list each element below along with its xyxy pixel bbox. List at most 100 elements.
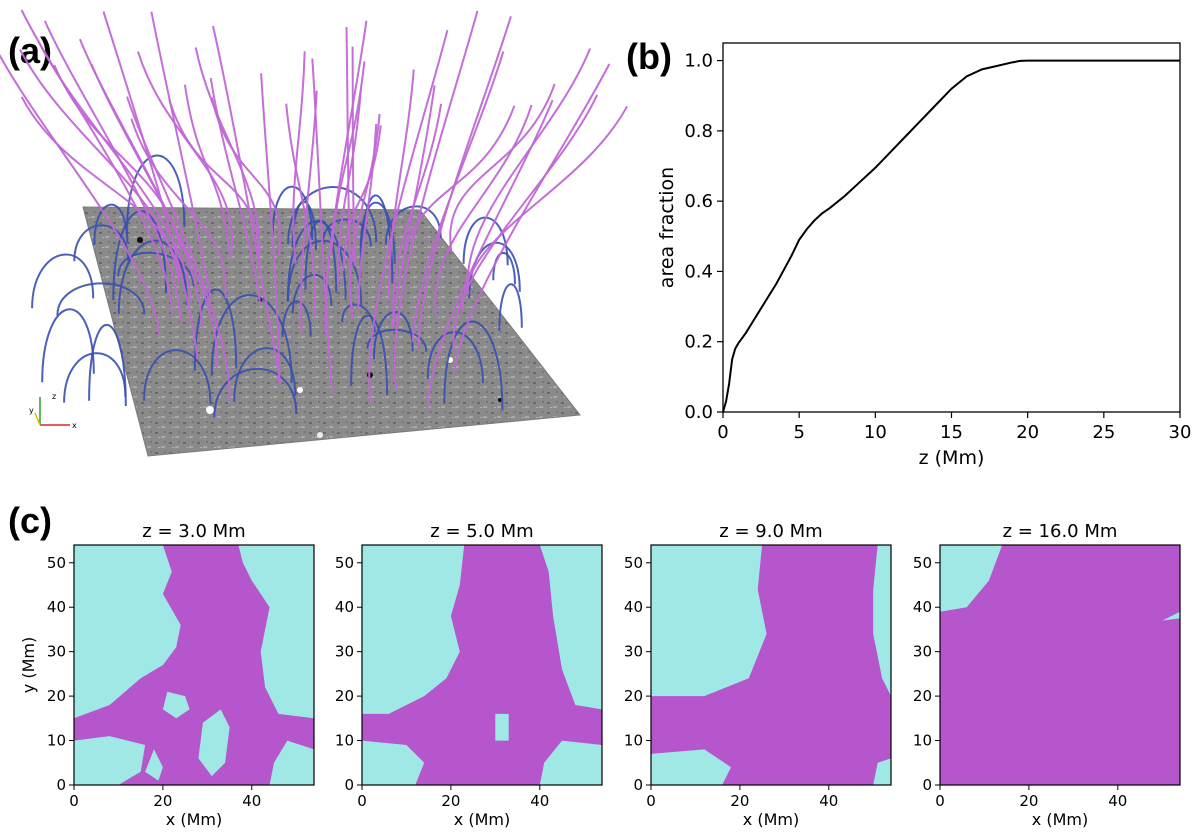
map-ytick-label: 40 xyxy=(913,598,932,616)
open-field-line xyxy=(393,10,479,390)
open-field-line xyxy=(452,94,599,350)
closed-region xyxy=(362,545,465,714)
closed-field-line xyxy=(350,314,389,396)
closed-field-line xyxy=(73,224,130,262)
open-field-line xyxy=(311,58,334,395)
photosphere-plane xyxy=(82,206,581,457)
map-ytick-label: 10 xyxy=(335,732,354,750)
map-xlabel: x (Mm) xyxy=(1032,810,1088,829)
open-field-line xyxy=(401,105,516,264)
map-title: z = 3.0 Mm xyxy=(142,521,245,542)
map-ytick-label: 0 xyxy=(922,776,932,794)
closed-field-line xyxy=(193,288,238,371)
closed-field-line xyxy=(88,323,127,407)
closed-field-line xyxy=(125,154,186,235)
map-xtick-label: 40 xyxy=(1108,792,1127,810)
map-xtick-label: 0 xyxy=(69,792,79,810)
map-xtick-label: 40 xyxy=(819,792,838,810)
map-xlabel: x (Mm) xyxy=(166,810,222,829)
open-field-line xyxy=(336,89,362,285)
map-ytick-label: 20 xyxy=(624,687,643,705)
map-ytick-label: 50 xyxy=(335,554,354,572)
open-field-line xyxy=(90,64,218,367)
map-panel-3: z = 9.0 Mm 0 20 40 0 10 20 30 40 50 x (Mm) xyxy=(624,521,892,829)
open-field-line xyxy=(183,84,230,251)
closed-field-line xyxy=(291,274,333,314)
map-title: z = 16.0 Mm xyxy=(1003,521,1118,542)
open-field-line xyxy=(20,9,173,314)
map-ytick-label: 30 xyxy=(624,643,643,661)
b-ytick-label: 0.4 xyxy=(684,261,713,282)
map-panel-1: z = 3.0 Mm 0 20 40 0 10 20 30 40 50 x (Mm) y (Mm) xyxy=(19,521,315,829)
map-ytick-label: 20 xyxy=(47,687,66,705)
map-ytick-label: 40 xyxy=(624,598,643,616)
map-ytick-label: 40 xyxy=(47,598,66,616)
b-ytick-label: 0.8 xyxy=(684,121,713,142)
open-field-line xyxy=(260,73,280,383)
open-field-line xyxy=(194,47,261,267)
map-xtick-label: 0 xyxy=(935,792,945,810)
open-region xyxy=(74,545,314,785)
area-fraction-line xyxy=(722,59,1180,413)
open-field-line xyxy=(102,11,199,360)
map-xlabel: x (Mm) xyxy=(454,810,510,829)
open-field-line xyxy=(392,103,443,325)
b-xtick-label: 15 xyxy=(940,422,963,443)
map-title: z = 9.0 Mm xyxy=(719,521,822,542)
closed-region xyxy=(74,545,181,719)
b-ytick-label: 0.0 xyxy=(684,402,713,423)
panel-c-label: (c) xyxy=(8,500,52,541)
closed-field-line xyxy=(498,283,523,331)
open-field-line xyxy=(426,99,554,410)
open-field-lines xyxy=(0,9,628,410)
b-xtick-label: 0 xyxy=(717,422,728,443)
open-field-line xyxy=(212,25,282,385)
triad-z-label: z xyxy=(52,392,56,401)
open-field-line xyxy=(449,83,556,254)
closed-field-line xyxy=(63,352,127,403)
map-ytick-label: 10 xyxy=(47,732,66,750)
closed-field-line xyxy=(287,239,363,307)
closed-field-line xyxy=(56,282,146,316)
map-frame xyxy=(73,544,315,786)
map-ytick-label: 0 xyxy=(633,776,643,794)
open-field-line xyxy=(168,98,261,255)
closed-field-line xyxy=(117,251,195,287)
b-xtick-label: 30 xyxy=(1169,422,1192,443)
open-field-line xyxy=(130,118,227,299)
open-region xyxy=(651,545,891,785)
map-panel-2: z = 5.0 Mm 0 20 40 0 10 20 30 40 50 x (Mm) xyxy=(335,521,603,829)
map-ytick-label: 50 xyxy=(624,554,643,572)
axes-triad: x z y xyxy=(29,392,77,430)
b-ytick-label: 0.2 xyxy=(684,332,713,353)
panel-b-chart: 0 5 10 15 20 25 30 0.0 0.2 0.4 0.6 0.8 1.0 z (Mm) area… xyxy=(656,42,1192,469)
panel-b-frame xyxy=(722,42,1181,413)
closed-field-line xyxy=(271,185,314,240)
closed-field-line xyxy=(93,203,129,246)
map-panel-4: z = 16.0 Mm 0 20 40 0 10 20 30 40 50 x (Mm) xyxy=(913,521,1181,829)
map-ytick-label: 20 xyxy=(335,687,354,705)
panel-b-label: (b) xyxy=(626,36,672,77)
open-field-line xyxy=(324,20,368,335)
map-ytick-label: 50 xyxy=(47,554,66,572)
open-field-line xyxy=(150,11,212,298)
closed-field-line xyxy=(281,300,312,337)
open-field-line xyxy=(453,63,611,371)
map-xtick-label: 20 xyxy=(441,792,460,810)
closed-region xyxy=(873,545,891,697)
closed-field-line xyxy=(492,252,516,285)
map-ytick-label: 10 xyxy=(624,732,643,750)
b-xtick-label: 20 xyxy=(1016,422,1039,443)
map-xtick-label: 20 xyxy=(1019,792,1038,810)
closed-region xyxy=(198,709,230,777)
open-field-line xyxy=(0,53,161,337)
closed-region xyxy=(651,545,767,697)
open-field-line xyxy=(285,103,316,318)
open-field-line xyxy=(349,113,381,320)
map-title: z = 5.0 Mm xyxy=(430,521,533,542)
map-xtick-label: 40 xyxy=(530,792,549,810)
triad-x-label: x xyxy=(72,421,77,430)
closed-region xyxy=(162,691,190,719)
map-xlabel: x (Mm) xyxy=(743,810,799,829)
b-ytick-label: 1.0 xyxy=(684,51,713,72)
